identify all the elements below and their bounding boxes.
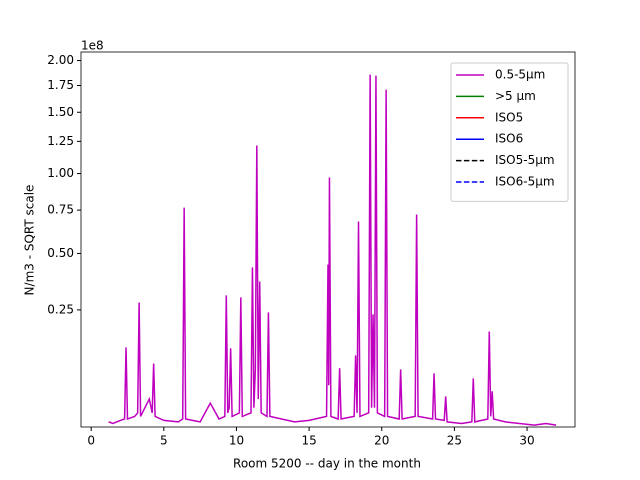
legend-box (450, 62, 569, 202)
y-tick-label: 0.75 (47, 203, 74, 217)
x-tick-label: 20 (374, 434, 389, 448)
x-tick-label: 0 (87, 434, 95, 448)
x-tick-label: 10 (229, 434, 244, 448)
y-tick-label: 0.25 (47, 302, 74, 316)
y-tick-label: 1.00 (47, 166, 74, 180)
legend-label: ISO5 (495, 110, 523, 124)
y-offset-label: 1e8 (81, 39, 104, 53)
y-tick-label: 2.00 (47, 53, 74, 67)
y-tick-label: 1.25 (47, 134, 74, 148)
axes-frame (80, 51, 576, 428)
plot-area (108, 74, 557, 426)
legend-label: ISO6-5µm (495, 175, 555, 189)
x-tick-label: 30 (519, 434, 534, 448)
legend-label: ISO5-5µm (495, 153, 555, 167)
y-tick-label: 0.50 (47, 246, 74, 260)
legend-label: ISO6 (495, 132, 523, 146)
data-line (108, 74, 557, 426)
x-tick-label: 15 (301, 434, 316, 448)
x-tick-label: 5 (160, 434, 168, 448)
y-tick-label: 1.50 (47, 105, 74, 119)
legend-label: 0.5-5µm (495, 68, 545, 82)
y-axis-label: N/m3 - SQRT scale (23, 185, 37, 296)
x-axis-label: Room 5200 -- day in the month (233, 457, 421, 471)
x-tick-label: 25 (447, 434, 462, 448)
y-tick-label: 1.75 (47, 78, 74, 92)
legend-label: >5 µm (495, 89, 536, 103)
